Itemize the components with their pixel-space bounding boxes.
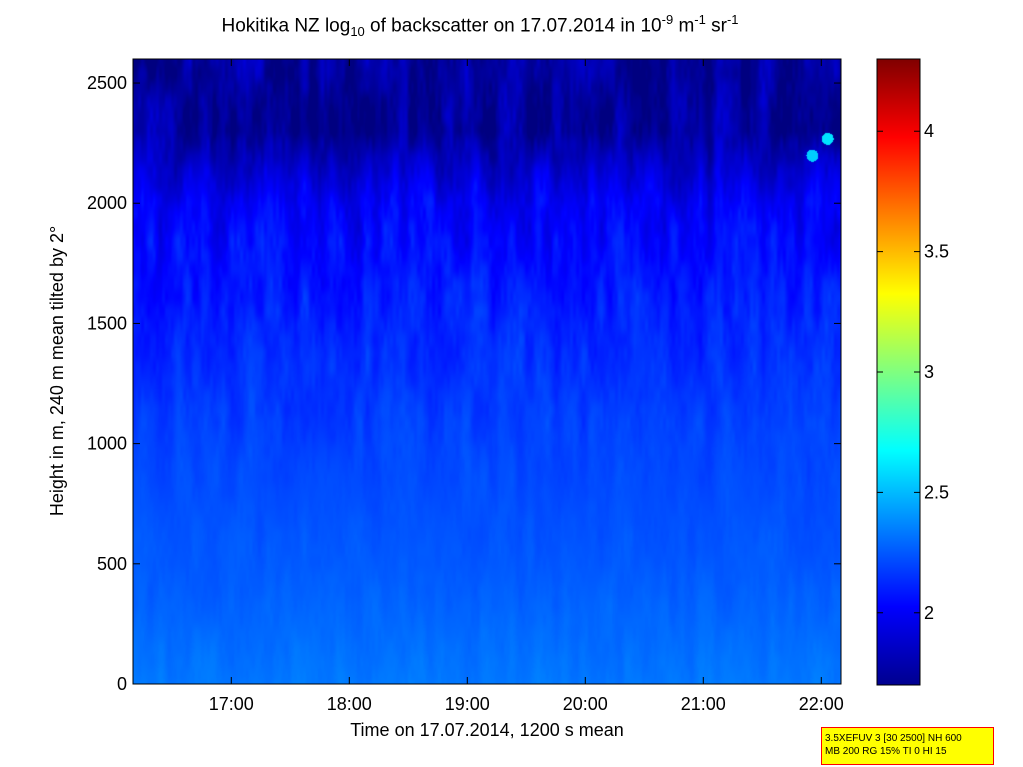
x-tick-label: 21:00: [681, 694, 726, 714]
settings-info-box: 3.5XEFUV 3 [30 2500] NH 600 MB 200 RG 15…: [821, 727, 994, 765]
plot-frame: [132, 58, 842, 685]
x-axis: 17:00 18:00 19:00 20:00 21:00 22:00: [209, 59, 844, 714]
x-tick-label: 20:00: [563, 694, 608, 714]
x-tick-label: 18:00: [327, 694, 372, 714]
y-tick-label: 0: [117, 674, 127, 694]
x-axis-label: Time on 17.07.2014, 1200 s mean: [350, 720, 624, 740]
x-tick-label: 22:00: [799, 694, 844, 714]
colorbar-tick-label: 3.5: [924, 242, 949, 262]
colorbar-tick-label: 2.5: [924, 482, 949, 502]
plot-area: 17:00 18:00 19:00 20:00 21:00 22:00 0 500 1000 1…: [87, 58, 844, 714]
y-axis-label: Height in m, 240 m mean tilted by 2°: [47, 226, 67, 516]
y-tick-label: 2500: [87, 73, 127, 93]
colorbar-ticks: 2 2.5 3 3.5 4: [877, 121, 949, 623]
info-line-1: 3.5XEFUV 3 [30 2500] NH 600: [825, 733, 962, 744]
y-tick-label: 2000: [87, 193, 127, 213]
y-tick-label: 500: [97, 554, 127, 574]
colorbar-tick-label: 3: [924, 362, 934, 382]
heatmap: [133, 59, 841, 684]
colorbar-tick-label: 2: [924, 603, 934, 623]
colorbar-gradient: [876, 58, 921, 686]
y-axis: 0 500 1000 1500 2000 2500: [87, 73, 841, 694]
chart-title: Hokitika NZ log10 of backscatter on 17.0…: [221, 12, 739, 40]
colorbar-tick-label: 4: [924, 121, 934, 141]
colorbar: 2 2.5 3 3.5 4: [876, 58, 949, 686]
info-line-2: MB 200 RG 15% TI 0 HI 15: [825, 746, 947, 757]
y-tick-label: 1500: [87, 313, 127, 333]
x-tick-label: 17:00: [209, 694, 254, 714]
y-tick-label: 1000: [87, 434, 127, 454]
x-tick-label: 19:00: [445, 694, 490, 714]
